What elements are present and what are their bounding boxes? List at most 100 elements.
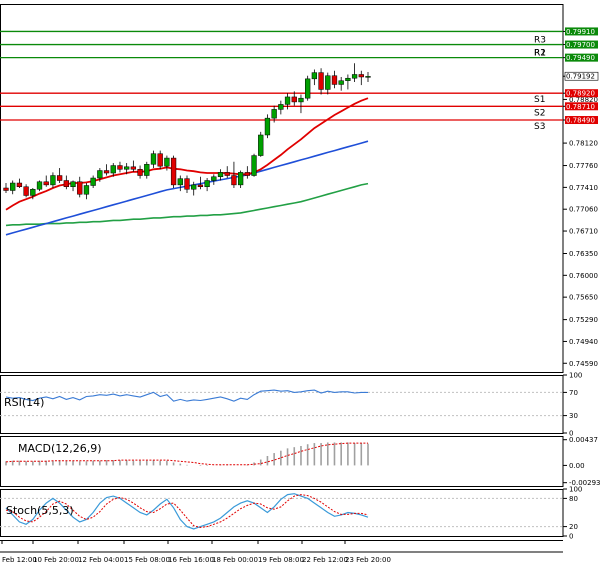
candle-body — [63, 180, 69, 188]
candle-body — [351, 74, 358, 79]
price-ytick-label: 0.75650 — [569, 294, 598, 302]
price-ytick-label: 0.76350 — [569, 250, 598, 258]
level-marker-label: 0.78490 — [566, 117, 595, 125]
price-ytick-label: 0.76000 — [569, 272, 598, 280]
candle-body — [77, 181, 83, 195]
candle-body — [345, 77, 351, 81]
candle-body — [291, 96, 297, 103]
candle-body — [331, 75, 338, 85]
candle-body — [278, 104, 284, 110]
level-name-S1: S1 — [534, 95, 545, 105]
candle-body — [231, 175, 237, 186]
level-name-R2: R2 — [534, 49, 546, 59]
candle-body — [130, 166, 137, 170]
level-name-S2: S2 — [534, 108, 545, 118]
ma-fast-line — [5, 97, 369, 211]
candle-body — [244, 172, 250, 176]
rsi-ytick-label: 30 — [569, 412, 578, 420]
candle-body — [30, 188, 36, 196]
stoch-ytick-label: 100 — [569, 486, 582, 494]
macd-ytick-label: 0.00437 — [569, 436, 598, 444]
x-tick-label: 16 Feb 16:00 — [168, 556, 214, 564]
candle-body — [191, 184, 197, 190]
stoch-main-line — [5, 493, 369, 530]
candle-body — [124, 166, 130, 170]
candle-body — [298, 97, 304, 103]
candle-body — [365, 76, 371, 78]
rsi-ytick-label: 70 — [569, 389, 578, 397]
candle-body — [271, 109, 277, 119]
candle-body — [56, 175, 63, 181]
candle-body — [90, 177, 96, 186]
stoch-signal-line — [5, 494, 369, 529]
macd-ytick-label: -0.002935 — [569, 479, 600, 487]
price-ytick-label: 0.75290 — [569, 316, 598, 324]
macd-signal-line — [5, 442, 368, 466]
level-marker-bg — [565, 116, 598, 125]
macd-panel — [0, 436, 564, 487]
x-tick-label: 23 Feb 20:00 — [345, 556, 391, 564]
candle-body — [224, 172, 230, 176]
candle-body — [144, 164, 150, 176]
price-panel — [0, 4, 564, 373]
candle-body — [137, 169, 143, 176]
level-marker-bg — [565, 27, 598, 36]
candle-body — [70, 181, 76, 188]
stoch-panel — [0, 489, 564, 537]
candle-body — [204, 180, 210, 188]
price-ytick-label: 0.77410 — [569, 184, 598, 192]
level-name-R3: R3 — [534, 36, 546, 46]
x-tick-label: 22 Feb 12:00 — [302, 556, 348, 564]
candle-body — [50, 175, 56, 186]
candle-body — [184, 178, 190, 190]
candle-body — [318, 72, 324, 90]
candle-body — [103, 170, 110, 174]
candle-body — [43, 181, 49, 186]
candle-body — [16, 182, 23, 188]
x-tick-label: 18 Feb 00:00 — [212, 556, 258, 564]
current-price-marker — [564, 71, 599, 81]
candle-body — [177, 178, 183, 186]
level-marker-bg — [565, 40, 598, 49]
level-marker-bg — [565, 53, 598, 62]
candle-body — [3, 187, 9, 191]
current-price-label: 0.79192 — [566, 73, 595, 81]
candle-body — [211, 176, 217, 181]
candle-body — [217, 172, 224, 178]
level-marker-bg — [565, 89, 598, 98]
x-tick-label: 15 Feb 08:00 — [124, 556, 170, 564]
candle-body — [311, 72, 318, 80]
level-name-S3: S3 — [534, 122, 545, 132]
candle-body — [97, 170, 103, 179]
candle-body — [305, 78, 311, 99]
candle-body — [110, 165, 116, 174]
stoch-ytick-label: 80 — [569, 495, 578, 503]
candle-body — [83, 185, 90, 195]
candle-body — [358, 74, 364, 78]
rsi-ytick-label: 100 — [569, 372, 582, 380]
candle-body — [251, 155, 257, 176]
price-ytick-label: 0.78820 — [569, 96, 598, 104]
stoch-ytick-label: 20 — [569, 523, 578, 531]
price-ytick-label: 0.74590 — [569, 360, 598, 368]
price-ytick-label: 0.76710 — [569, 228, 598, 236]
candle-body — [23, 186, 29, 196]
level-marker-bg — [565, 102, 598, 111]
candle-body — [197, 184, 204, 188]
level-marker-label: 0.79910 — [566, 28, 595, 36]
candle-body — [117, 165, 123, 170]
candle-body — [36, 181, 43, 190]
level-marker-label: 0.79700 — [566, 41, 595, 49]
candle-body — [264, 117, 271, 136]
price-ytick-label: 0.74940 — [569, 338, 598, 346]
level-marker-label: 0.79490 — [566, 54, 595, 62]
candle-body — [258, 134, 264, 156]
level-name-R1: R1 — [534, 49, 546, 59]
price-ytick-label: 0.78120 — [569, 140, 598, 148]
candle-body — [157, 153, 163, 167]
stoch-title: Stoch(5,5,3) — [6, 504, 74, 517]
level-marker-label: 0.78710 — [566, 103, 595, 111]
candle-body — [10, 182, 16, 191]
